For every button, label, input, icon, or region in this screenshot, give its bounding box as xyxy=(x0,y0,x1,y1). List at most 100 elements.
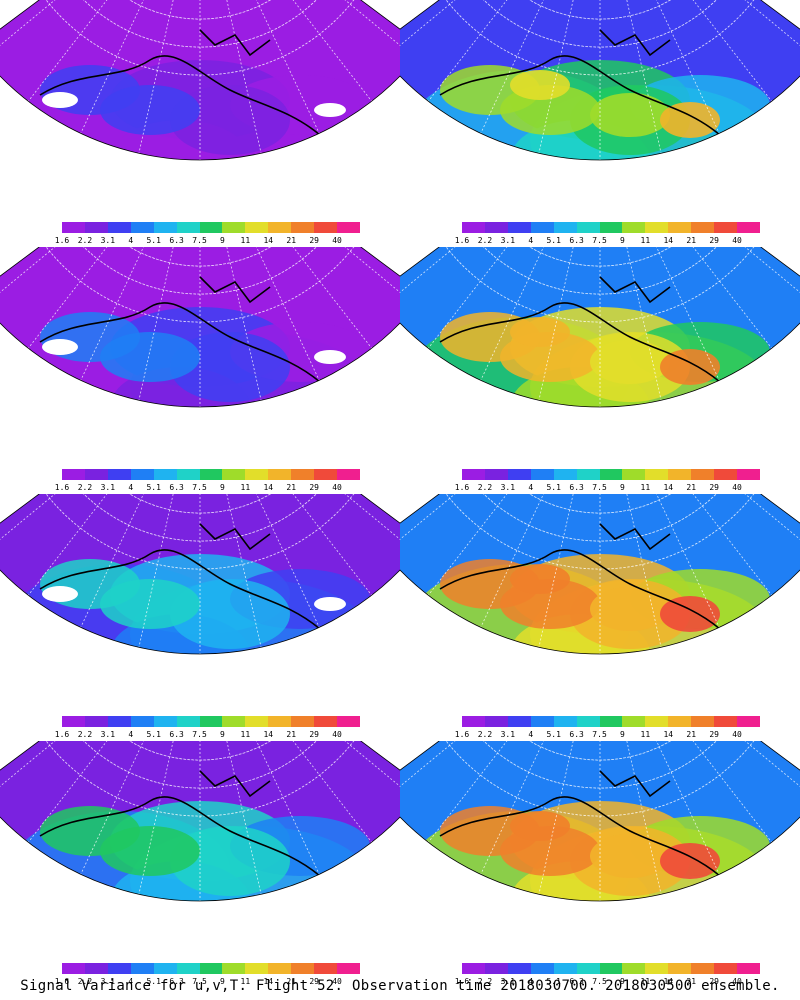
colorbar-swatch xyxy=(668,469,692,480)
latitude-gridline xyxy=(443,0,757,76)
longitude-gridline xyxy=(428,247,567,349)
colorbar-tick-label: 40 xyxy=(732,236,742,245)
polar-map xyxy=(400,494,800,655)
colorbar-swatch xyxy=(222,222,246,233)
colorbar-tick-label: 5.1 xyxy=(546,730,561,739)
colorbar-tick-label: 5.1 xyxy=(146,483,161,492)
colorbar-labels: 1.6 2.2 3.1 4 5.1 6.3 7.5 9 11 14 21 29 40 xyxy=(455,483,760,493)
polar-map xyxy=(0,494,400,655)
colorbar-swatch xyxy=(668,222,692,233)
colorbar-swatch xyxy=(507,222,531,233)
colorbar-tick-label: 29 xyxy=(709,236,719,245)
colorbar-tick-label: 1.6 xyxy=(54,236,70,245)
variance-peak xyxy=(510,70,570,100)
colorbar-tick-label: 3.1 xyxy=(500,977,516,986)
colorbar-tick-label: 9 xyxy=(620,483,625,492)
colorbar-swatch xyxy=(291,716,315,727)
colorbar-swatch xyxy=(153,716,177,727)
colorbar-tick-label: 9 xyxy=(620,977,625,986)
colorbar-tick-label: 11 xyxy=(240,236,251,245)
colorbar-swatch xyxy=(622,469,646,480)
forecast-panel: 2018030700 + 00h1.62.23.145.16.37.591114… xyxy=(0,0,400,247)
longitude-gridline xyxy=(233,494,372,596)
longitude-gridline xyxy=(623,0,720,134)
missing-data-patch xyxy=(42,586,78,602)
colorbar-tick-label: 1.6 xyxy=(454,977,470,986)
colorbar-swatch xyxy=(84,222,108,233)
colorbar-swatch xyxy=(62,222,85,233)
colorbar-swatch xyxy=(153,963,177,974)
colorbar-labels: 1.6 2.2 3.1 4 5.1 6.3 7.5 9 11 14 21 29 40 xyxy=(55,236,360,246)
polar-map xyxy=(400,0,800,161)
longitude-gridline xyxy=(428,494,567,596)
colorbar-tick-label: 3.1 xyxy=(100,730,116,739)
longitude-gridline xyxy=(80,247,177,381)
colorbar-swatch xyxy=(484,716,508,727)
colorbar-tick-label: 40 xyxy=(732,730,742,739)
colorbar-tick-label: 11 xyxy=(240,977,251,986)
longitude-gridline xyxy=(428,0,567,102)
colorbar-swatch xyxy=(462,963,485,974)
colorbar-swatch xyxy=(176,963,200,974)
colorbar-labels: 1.6 2.2 3.1 4 5.1 6.3 7.5 9 11 14 21 29 40 xyxy=(55,977,360,987)
colorbar-swatch xyxy=(645,469,669,480)
latitude-gridline xyxy=(443,494,757,570)
latitude-gridline xyxy=(443,247,757,323)
longitude-gridline xyxy=(28,741,167,843)
variance-peak xyxy=(590,587,670,631)
longitude-gridline xyxy=(538,247,589,401)
colorbar xyxy=(62,716,360,727)
colorbar-swatch xyxy=(84,963,108,974)
latitude-gridline xyxy=(65,494,335,542)
longitude-gridline xyxy=(80,741,177,875)
colorbar-swatch xyxy=(691,716,715,727)
colorbar-tick-label: 21 xyxy=(686,977,697,986)
latitude-gridline xyxy=(65,0,335,48)
colorbar-swatch xyxy=(645,716,669,727)
colorbar-tick-label: 9 xyxy=(220,977,225,986)
colorbar-tick-label: 29 xyxy=(309,730,319,739)
colorbar-swatch xyxy=(576,222,600,233)
longitude-gridline xyxy=(480,247,577,381)
colorbar-swatch xyxy=(691,469,715,480)
colorbar-tick-label: 2.2 xyxy=(477,483,493,492)
colorbar-tick-label: 6.3 xyxy=(569,236,584,245)
forecast-panel: 2018030700 + 12h1.62.23.145.16.37.591114… xyxy=(0,247,400,494)
latitude-gridline xyxy=(87,0,313,20)
polar-map xyxy=(400,247,800,408)
colorbar-tick-label: 2.2 xyxy=(477,236,493,245)
latitude-gridline xyxy=(65,247,335,295)
colorbar-tick-label: 11 xyxy=(640,483,651,492)
variance-peak xyxy=(660,102,720,138)
colorbar-swatch xyxy=(176,469,200,480)
longitude-gridline xyxy=(538,494,589,648)
colorbar-swatch xyxy=(314,716,338,727)
colorbar-tick-label: 7.5 xyxy=(192,977,207,986)
longitude-gridline xyxy=(611,0,662,154)
colorbar-swatch xyxy=(62,469,85,480)
longitude-gridline xyxy=(138,0,189,154)
colorbar xyxy=(62,469,360,480)
map-outline xyxy=(400,247,800,408)
colorbar-tick-label: 14 xyxy=(663,236,674,245)
colorbar-tick-label: 9 xyxy=(220,483,225,492)
colorbar-swatch xyxy=(691,222,715,233)
longitude-gridline xyxy=(633,0,772,102)
colorbar-tick-label: 9 xyxy=(220,236,225,245)
variance-peak xyxy=(660,596,720,632)
colorbar-tick-label: 1.6 xyxy=(454,236,470,245)
colorbar-swatch xyxy=(337,222,360,233)
colorbar-swatch xyxy=(199,716,223,727)
colorbar-tick-label: 7.5 xyxy=(192,483,207,492)
colorbar-tick-label: 9 xyxy=(620,236,625,245)
colorbar-swatch xyxy=(553,963,577,974)
map-outline xyxy=(0,494,400,655)
colorbar-tick-label: 7.5 xyxy=(592,730,607,739)
colorbar-tick-label: 3.1 xyxy=(500,483,516,492)
variance-peak xyxy=(510,811,570,841)
colorbar-tick-label: 2.2 xyxy=(77,730,93,739)
map-outline xyxy=(400,741,800,902)
colorbar-swatch xyxy=(84,469,108,480)
colorbar-tick-label: 14 xyxy=(663,977,674,986)
colorbar-tick-label: 14 xyxy=(663,483,674,492)
